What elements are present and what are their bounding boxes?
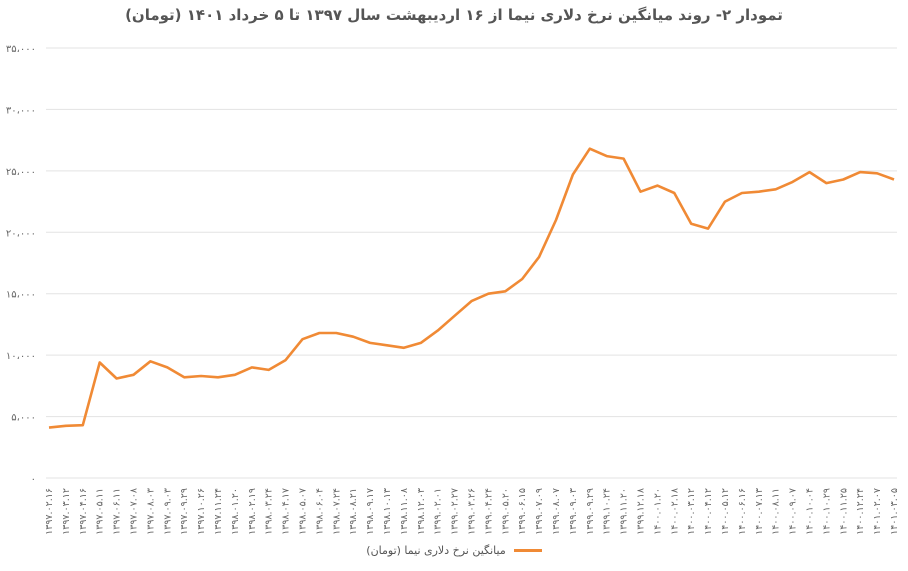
x-tick-label: ۱۳۹۸.۰۹.۱۷	[365, 488, 376, 535]
x-tick-label: ۱۳۹۹.۰۴.۲۴	[483, 488, 494, 535]
x-tick-label: ۱۳۹۸.۰۱.۲۰	[230, 488, 241, 535]
x-tick-label: ۱۳۹۹.۰۹.۰۳	[568, 488, 579, 535]
x-tick-label: ۱۳۹۹.۱۰.۲۴	[602, 488, 613, 535]
x-tick-label: ۱۳۹۹.۰۲.۲۷	[450, 488, 461, 535]
x-tick-label: ۱۳۹۸.۰۲.۱۹	[247, 488, 258, 535]
y-tick-label: ۱۵،۰۰۰	[6, 290, 36, 301]
x-tick-label: ۱۴۰۰.۰۲.۱۸	[669, 488, 680, 535]
x-tick-label: ۱۴۰۰.۰۵.۱۲	[720, 488, 731, 535]
x-tick-label: ۱۴۰۰.۰۸.۱۱	[771, 488, 782, 535]
x-tick-label: ۱۴۰۰.۱۰.۰۴	[805, 488, 816, 535]
x-tick-label: ۱۳۹۹.۱۱.۲۰	[619, 488, 630, 535]
x-tick-label: ۱۳۹۹.۰۶.۱۵	[517, 488, 528, 535]
x-tick-label: ۱۳۹۸.۰۵.۰۷	[298, 488, 309, 535]
x-tick-label: ۱۳۹۸.۰۸.۲۱	[348, 488, 359, 535]
y-tick-label: ۲۵،۰۰۰	[6, 167, 36, 178]
x-tick-label: ۱۳۹۷.۰۲.۱۶	[44, 488, 55, 535]
x-tick-label: ۱۳۹۹.۰۳.۲۶	[467, 488, 478, 535]
legend-label: میانگین نرخ دلاری نیما (تومان)	[366, 544, 506, 557]
x-tick-label: ۱۳۹۷.۰۷.۰۸	[129, 488, 140, 535]
x-tick-label: ۱۳۹۸.۰۶.۰۴	[314, 488, 325, 535]
x-tick-label: ۱۴۰۰.۰۱.۲۰	[652, 488, 663, 535]
x-tick-label: ۱۳۹۸.۰۷.۲۴	[331, 488, 342, 535]
x-tick-label: ۱۳۹۷.۰۶.۱۱	[112, 488, 123, 535]
x-tick-label: ۱۳۹۷.۰۳.۱۲	[61, 488, 72, 535]
x-tick-label: ۱۳۹۷.۱۱.۲۴	[213, 488, 224, 535]
x-tick-label: ۱۳۹۹.۰۷.۰۹	[534, 488, 545, 535]
x-tick-label: ۱۴۰۰.۰۹.۰۷	[788, 488, 799, 535]
x-tick-label: ۱۴۰۰.۱۲.۲۴	[855, 488, 866, 535]
x-tick-label: ۱۴۰۰.۱۰.۲۹	[821, 488, 832, 535]
legend: میانگین نرخ دلاری نیما (تومان)	[0, 544, 908, 557]
x-tick-label: ۱۴۰۱.۰۲.۰۷	[872, 488, 883, 535]
y-tick-label: ۳۵،۰۰۰	[6, 44, 36, 55]
chart-title: تمودار ۲- روند میانگین نرخ دلاری نیما از…	[125, 6, 783, 24]
x-tick-label: ۱۳۹۷.۰۹.۲۹	[179, 488, 190, 535]
y-tick-label: ۱۰،۰۰۰	[6, 351, 36, 362]
x-tick-label: ۱۴۰۰.۱۱.۲۵	[838, 488, 849, 535]
x-tick-label: ۱۴۰۰.۰۷.۱۳	[754, 488, 765, 535]
y-tick-label: ۲۰،۰۰۰	[6, 228, 36, 239]
x-tick-label: ۱۴۰۰.۰۶.۱۶	[737, 488, 748, 535]
y-tick-label: ۰	[31, 474, 36, 485]
series-line	[48, 147, 895, 429]
x-tick-label: ۱۴۰۰.۰۳.۱۲	[686, 488, 697, 535]
x-tick-label: ۱۳۹۹.۰۹.۲۹	[585, 488, 596, 535]
x-tick-label: ۱۳۹۸.۱۲.۰۳	[416, 488, 427, 535]
x-tick-label: ۱۳۹۷.۰۹.۰۳	[162, 488, 173, 535]
x-tick-label: ۱۳۹۸.۱۰.۱۳	[382, 488, 393, 535]
y-tick-label: ۵،۰۰۰	[11, 413, 36, 424]
x-tick-label: ۱۴۰۰.۰۴.۱۲	[703, 488, 714, 535]
x-tick-label: ۱۳۹۷.۱۰.۲۶	[196, 488, 207, 535]
x-tick-label: ۱۳۹۸.۱۱.۰۸	[399, 488, 410, 535]
x-tick-label: ۱۳۹۷.۰۵.۱۱	[95, 488, 106, 535]
x-tick-label: ۱۳۹۷.۰۴.۱۶	[78, 488, 89, 535]
x-tick-label: ۱۴۰۱.۰۳.۰۵	[889, 488, 900, 535]
x-tick-label: ۱۳۹۹.۰۸.۰۷	[551, 488, 562, 535]
x-tick-label: ۱۳۹۹.۰۵.۲۰	[500, 488, 511, 535]
x-tick-label: ۱۳۹۸.۰۳.۲۴	[264, 488, 275, 535]
x-tick-label: ۱۳۹۷.۰۸.۰۳	[145, 488, 156, 535]
y-tick-label: ۳۰،۰۰۰	[6, 105, 36, 116]
legend-swatch	[513, 549, 542, 552]
x-tick-label: ۱۳۹۸.۰۴.۱۷	[281, 488, 292, 535]
x-tick-label: ۱۳۹۹.۱۲.۱۸	[636, 488, 647, 535]
x-tick-label: ۱۳۹۹.۰۲.۰۱	[433, 488, 444, 535]
